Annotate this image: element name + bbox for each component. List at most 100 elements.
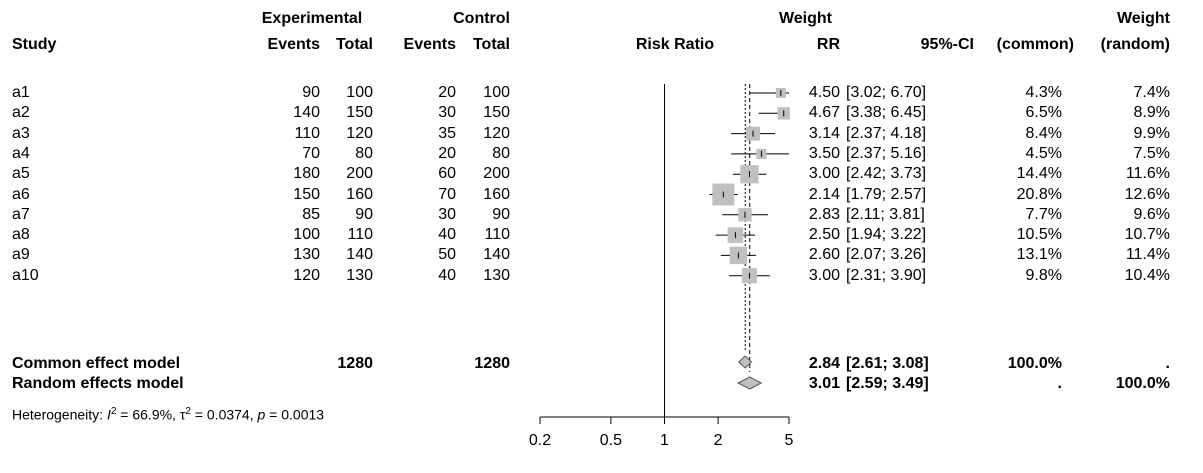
heterogeneity-text: Heterogeneity: I2 = 66.9%, τ2 = 0.0374, … (12, 406, 325, 423)
x-tick-label: 0.2 (529, 432, 551, 449)
weight-header-common: Weight (778, 10, 832, 27)
study-name: a9 (12, 246, 30, 264)
ci-value: [2.07; 3.26] (846, 246, 927, 264)
ci-header: 95%-CI (920, 36, 974, 53)
weight-random: 10.4% (1124, 266, 1170, 284)
ci-value: [3.02; 6.70] (846, 84, 927, 101)
rr-value: 3.00 (808, 165, 840, 183)
common-ctl-total: 1280 (474, 355, 510, 372)
exp-events: 150 (293, 185, 320, 203)
study-name: a3 (12, 124, 30, 142)
random-ci: [2.59; 3.49] (846, 375, 929, 392)
rr-value: 2.60 (808, 246, 840, 264)
weight-random: 12.6% (1124, 185, 1170, 203)
ctl-events: 70 (438, 185, 456, 203)
weight-random: 10.7% (1124, 226, 1170, 244)
weight-random: 11.4% (1125, 246, 1170, 264)
exp-total: 160 (346, 185, 373, 203)
exp-events: 140 (293, 104, 320, 122)
ctl-events-header: Events (403, 36, 456, 53)
control-header: Control (453, 10, 510, 27)
ctl-total: 160 (483, 185, 510, 203)
study-name: a5 (12, 165, 30, 183)
exp-total: 200 (346, 165, 373, 183)
exp-events: 110 (294, 124, 320, 142)
exp-total: 100 (346, 84, 373, 101)
rr-value: 2.14 (808, 185, 840, 203)
study-name: a4 (12, 144, 30, 162)
weight-random: 8.9% (1133, 104, 1170, 122)
study-name: a1 (12, 84, 30, 101)
weight-random: 7.5% (1133, 144, 1170, 162)
weight-random: 9.9% (1133, 124, 1170, 142)
common-exp-total: 1280 (337, 355, 373, 372)
weight-common: 13.1% (1016, 246, 1062, 264)
ctl-total: 110 (484, 226, 510, 244)
ctl-total: 120 (483, 124, 510, 142)
weight-common: 6.5% (1025, 104, 1062, 122)
experimental-header: Experimental (261, 10, 363, 27)
ctl-total: 130 (483, 266, 510, 284)
exp-events: 85 (302, 205, 320, 223)
rr-value: 3.00 (808, 266, 840, 284)
ctl-events: 35 (438, 124, 456, 142)
study-name: a6 (12, 185, 30, 203)
ctl-total-header: Total (472, 36, 510, 53)
ci-value: [1.79; 2.57] (846, 185, 927, 203)
rr-value: 2.50 (808, 226, 840, 244)
common-diamond (737, 355, 753, 369)
common-ci: [2.61; 3.08] (846, 355, 929, 372)
ctl-events: 30 (438, 205, 456, 223)
common-rr: 2.84 (808, 355, 840, 372)
weight-random-header: (random) (1100, 36, 1170, 53)
ctl-events: 40 (438, 266, 456, 284)
random-diamond (737, 376, 763, 390)
exp-total: 90 (355, 205, 373, 223)
exp-events: 90 (302, 84, 320, 101)
common-model-label: Common effect model (12, 355, 181, 372)
weight-common: 10.5% (1016, 226, 1062, 244)
random-rr: 3.01 (808, 375, 840, 392)
ci-value: [2.37; 4.18] (846, 124, 927, 142)
weight-random: 11.6% (1125, 165, 1170, 183)
exp-events: 70 (302, 144, 320, 162)
ci-value: [2.37; 5.16] (846, 144, 927, 162)
exp-total: 140 (346, 246, 373, 264)
exp-events: 130 (293, 246, 320, 264)
weight-common-header: (common) (996, 36, 1074, 53)
exp-total: 110 (347, 226, 373, 244)
ctl-total: 100 (483, 84, 510, 101)
weight-random: 9.6% (1133, 205, 1170, 223)
ci-value: [2.31; 3.90] (846, 266, 927, 284)
exp-total-header: Total (335, 36, 373, 53)
exp-events: 120 (293, 266, 320, 284)
common-weight-common: 100.0% (1007, 355, 1062, 372)
rr-value: 2.83 (808, 205, 840, 223)
ctl-total: 90 (492, 205, 510, 223)
x-tick-label: 1 (660, 432, 669, 449)
rr-value: 4.67 (808, 104, 840, 122)
ctl-events: 30 (438, 104, 456, 122)
weight-common: 14.4% (1016, 165, 1062, 183)
ctl-total: 80 (492, 144, 510, 162)
study-name: a2 (12, 104, 30, 122)
rr-value: 4.50 (808, 84, 840, 101)
weight-common: 8.4% (1025, 124, 1062, 142)
weight-random: 7.4% (1133, 84, 1170, 101)
study-name: a10 (12, 266, 39, 284)
study-name: a7 (12, 205, 30, 223)
random-weight-common: . (1057, 375, 1062, 392)
rr-value: 3.14 (808, 124, 840, 142)
weight-common: 9.8% (1025, 266, 1062, 284)
exp-total: 150 (346, 104, 373, 122)
ci-value: [2.11; 3.81] (846, 205, 925, 223)
ctl-total: 150 (483, 104, 510, 122)
exp-total: 80 (355, 144, 373, 162)
exp-events-header: Events (267, 36, 320, 53)
ctl-total: 140 (483, 246, 510, 264)
exp-total: 130 (346, 266, 373, 284)
ctl-events: 20 (438, 144, 456, 162)
study-header: Study (12, 36, 57, 53)
ci-value: [2.42; 3.73] (846, 165, 927, 183)
common-weight-random: . (1165, 355, 1170, 372)
